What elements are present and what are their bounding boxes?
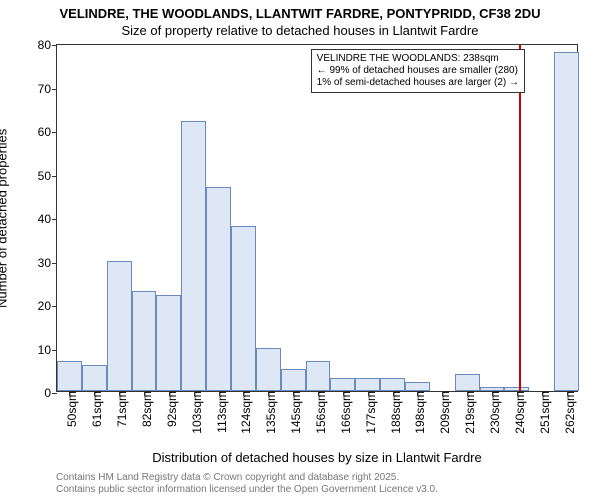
x-tick-label: 240sqm <box>507 391 527 434</box>
x-tick-label: 124sqm <box>233 391 253 434</box>
x-tick-label: 92sqm <box>159 391 179 427</box>
x-tick-mark <box>194 391 195 396</box>
x-tick-label: 177sqm <box>358 391 378 434</box>
footer-attribution: Contains HM Land Registry data © Crown c… <box>56 472 438 496</box>
y-axis-label: Number of detached properties <box>0 128 10 307</box>
x-tick-mark <box>542 391 543 396</box>
histogram-bar <box>181 121 206 391</box>
x-tick-mark <box>69 391 70 396</box>
x-tick-mark <box>343 391 344 396</box>
y-tick-mark <box>52 393 57 394</box>
x-tick-mark <box>492 391 493 396</box>
x-tick-label: 61sqm <box>84 391 104 427</box>
histogram-bar <box>156 295 181 391</box>
y-tick-mark <box>52 263 57 264</box>
x-tick-mark <box>442 391 443 396</box>
histogram-bar <box>480 387 505 391</box>
x-tick-label: 113sqm <box>209 391 229 433</box>
x-tick-label: 71sqm <box>109 391 129 427</box>
y-tick-mark <box>52 89 57 90</box>
histogram-bar <box>504 387 529 391</box>
histogram-bar <box>355 378 380 391</box>
x-tick-label: 230sqm <box>482 391 502 434</box>
histogram-bar <box>256 348 281 392</box>
histogram-bar <box>132 291 157 391</box>
x-tick-label: 50sqm <box>59 391 79 427</box>
x-tick-mark <box>119 391 120 396</box>
x-tick-mark <box>318 391 319 396</box>
histogram-chart: VELINDRE, THE WOODLANDS, LLANTWIT FARDRE… <box>0 0 600 500</box>
x-tick-label: 219sqm <box>457 391 477 434</box>
chart-title-line2: Size of property relative to detached ho… <box>0 21 600 38</box>
reference-line <box>519 45 521 391</box>
histogram-bar <box>206 187 231 391</box>
annotation-box: VELINDRE THE WOODLANDS: 238sqm← 99% of d… <box>311 49 525 93</box>
x-tick-mark <box>393 391 394 396</box>
x-tick-label: 209sqm <box>432 391 452 434</box>
x-tick-label: 262sqm <box>557 391 577 434</box>
x-tick-label: 145sqm <box>283 391 303 434</box>
footer-line1: Contains HM Land Registry data © Crown c… <box>56 472 438 484</box>
x-tick-label: 166sqm <box>333 391 353 434</box>
y-tick-mark <box>52 132 57 133</box>
footer-line2: Contains public sector information licen… <box>56 484 438 496</box>
x-tick-mark <box>517 391 518 396</box>
annotation-line: 1% of semi-detached houses are larger (2… <box>317 77 519 89</box>
x-tick-mark <box>567 391 568 396</box>
x-tick-mark <box>94 391 95 396</box>
x-tick-label: 251sqm <box>532 391 552 434</box>
histogram-bar <box>405 382 430 391</box>
histogram-bar <box>554 52 579 391</box>
x-tick-mark <box>417 391 418 396</box>
x-tick-mark <box>293 391 294 396</box>
x-tick-mark <box>169 391 170 396</box>
histogram-bar <box>231 226 256 391</box>
x-tick-label: 103sqm <box>184 391 204 434</box>
annotation-line: ← 99% of detached houses are smaller (28… <box>317 65 519 77</box>
histogram-bar <box>380 378 405 391</box>
x-axis-label: Distribution of detached houses by size … <box>56 450 578 465</box>
y-tick-mark <box>52 306 57 307</box>
histogram-bar <box>57 361 82 391</box>
histogram-bar <box>281 369 306 391</box>
x-tick-mark <box>368 391 369 396</box>
x-tick-label: 198sqm <box>407 391 427 434</box>
x-tick-mark <box>144 391 145 396</box>
x-tick-label: 135sqm <box>258 391 278 434</box>
histogram-bar <box>306 361 331 391</box>
x-tick-mark <box>268 391 269 396</box>
chart-title-line1: VELINDRE, THE WOODLANDS, LLANTWIT FARDRE… <box>0 0 600 21</box>
histogram-bar <box>455 374 480 391</box>
x-tick-mark <box>219 391 220 396</box>
annotation-line: VELINDRE THE WOODLANDS: 238sqm <box>317 53 519 65</box>
x-tick-label: 82sqm <box>134 391 154 427</box>
y-tick-mark <box>52 45 57 46</box>
y-tick-mark <box>52 176 57 177</box>
histogram-bar <box>107 261 132 392</box>
plot-area: 0102030405060708050sqm61sqm71sqm82sqm92s… <box>56 44 578 392</box>
histogram-bar <box>82 365 107 391</box>
histogram-bar <box>330 378 355 391</box>
y-tick-mark <box>52 219 57 220</box>
x-tick-mark <box>243 391 244 396</box>
x-tick-mark <box>467 391 468 396</box>
x-tick-label: 188sqm <box>383 391 403 434</box>
x-tick-label: 156sqm <box>308 391 328 434</box>
y-tick-mark <box>52 350 57 351</box>
